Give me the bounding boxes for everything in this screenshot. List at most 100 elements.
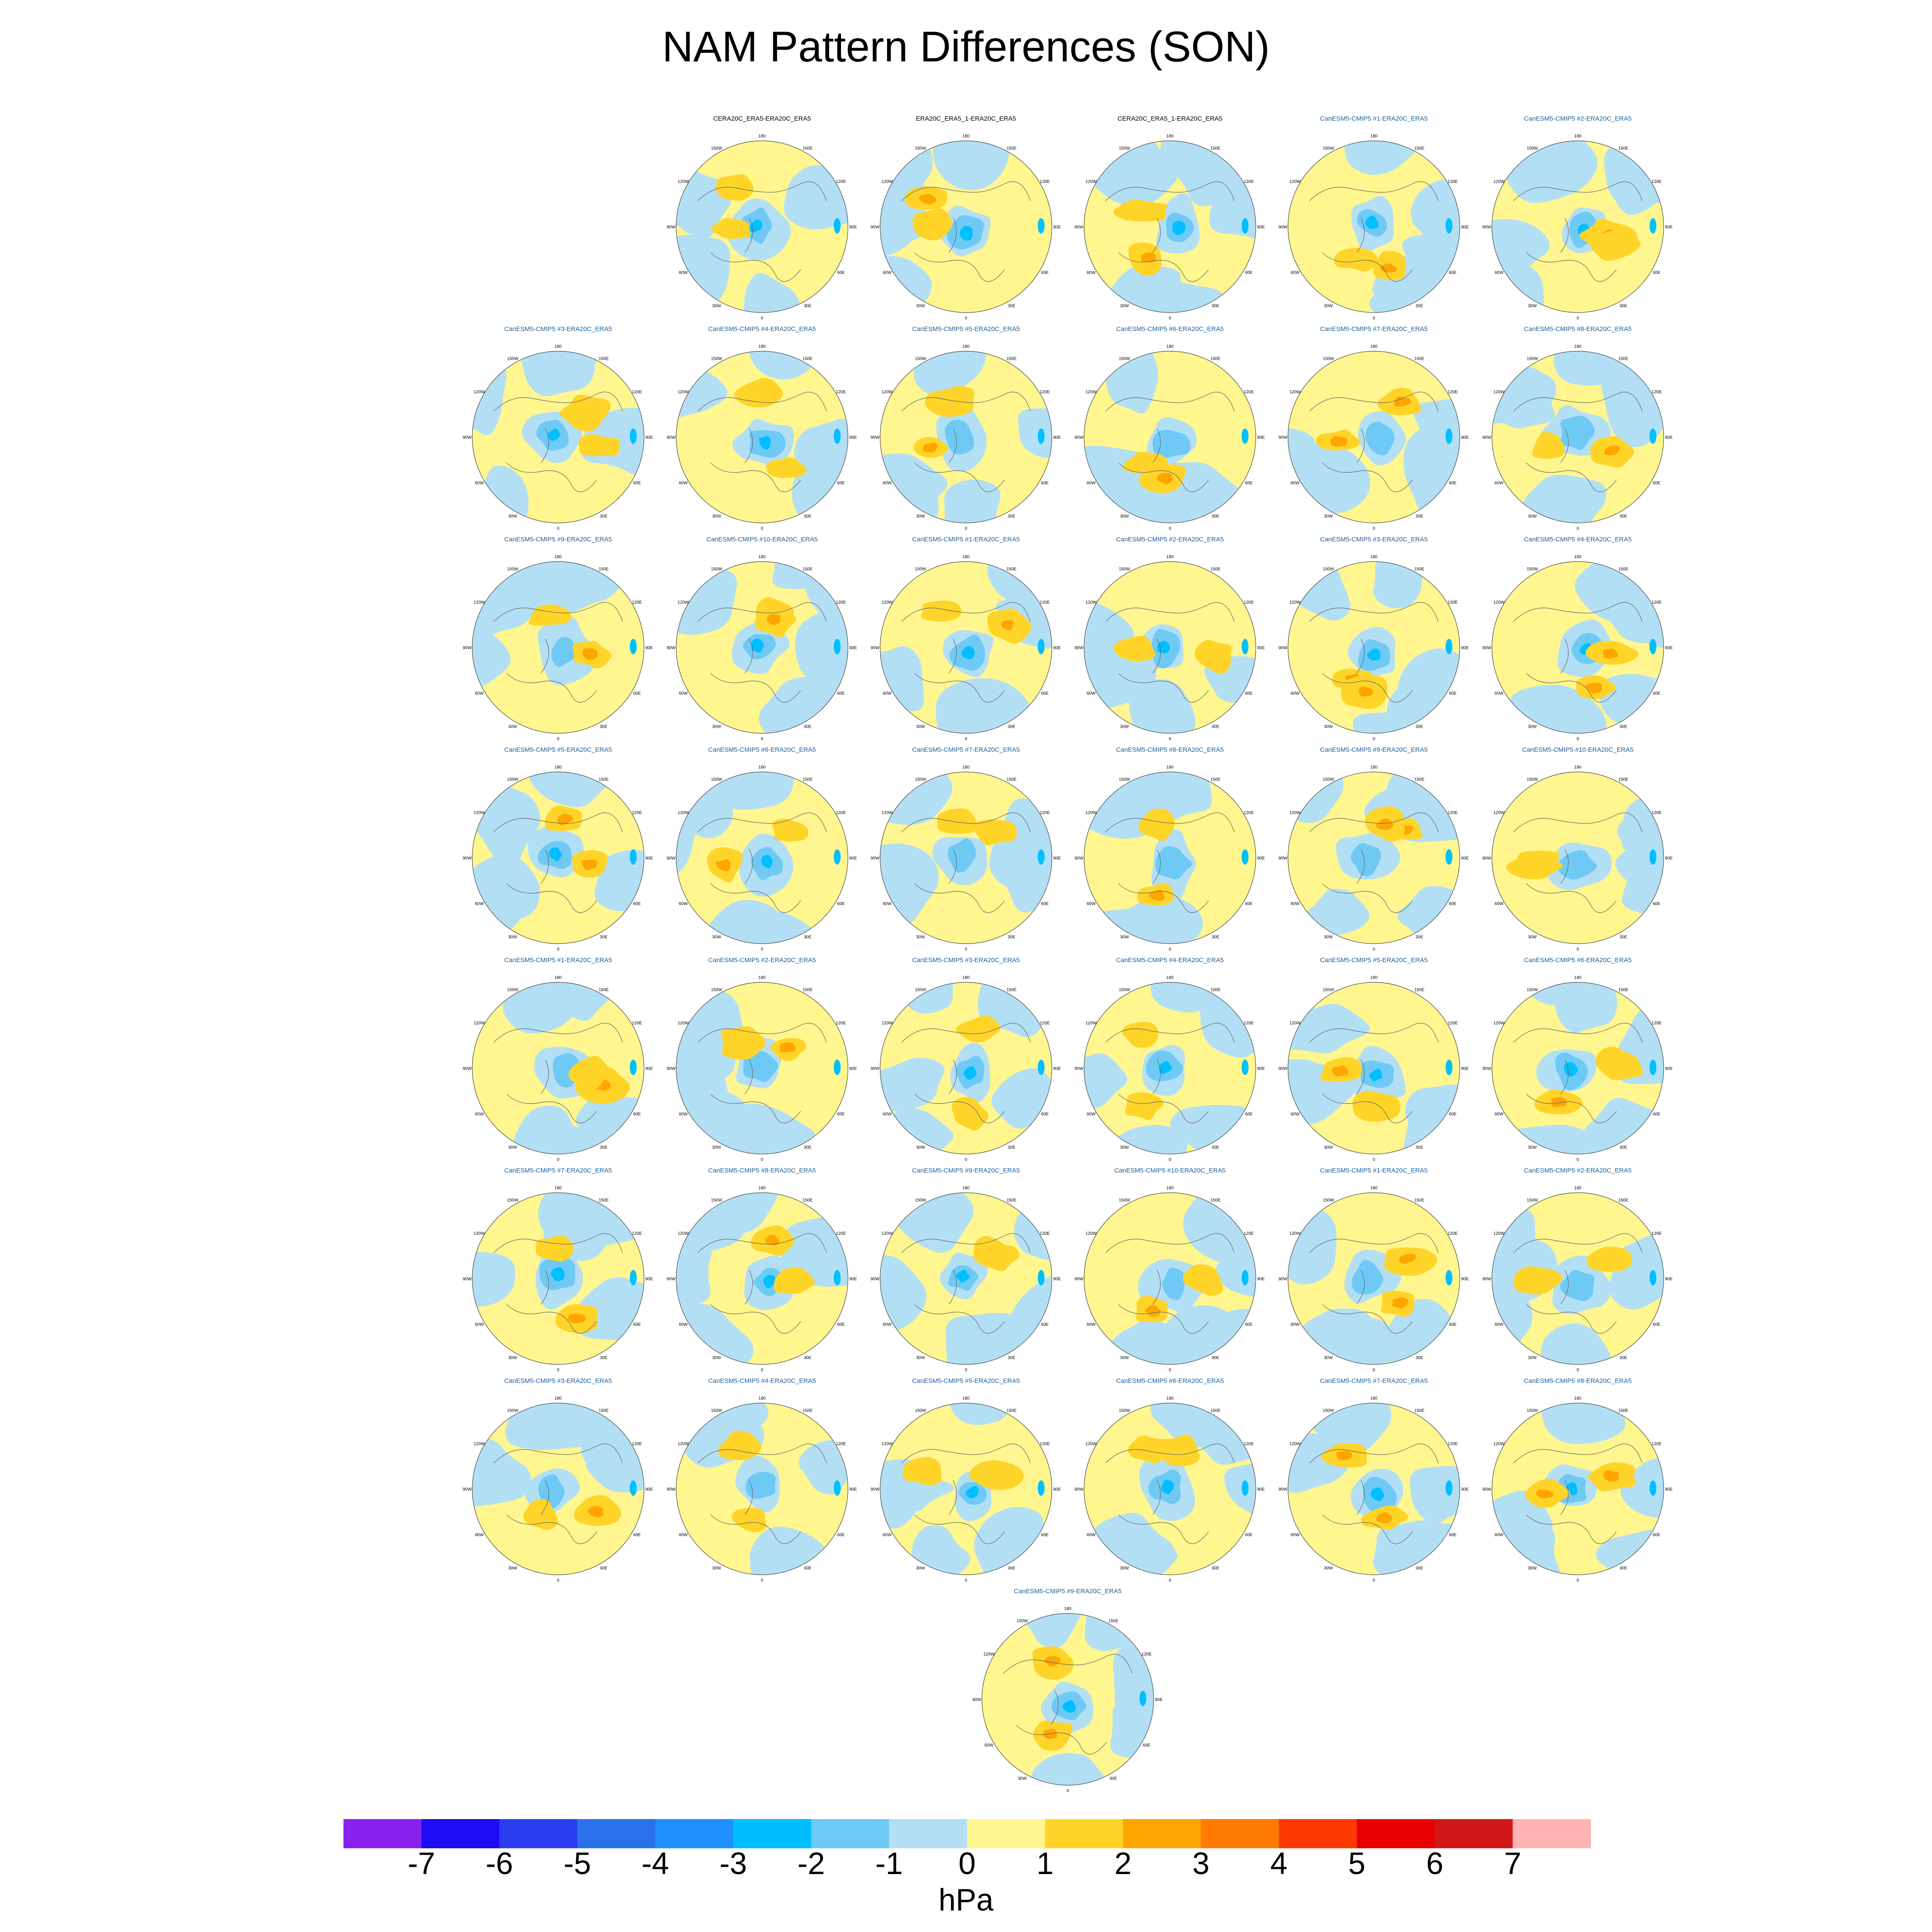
- longitude-label: 120W: [881, 390, 893, 395]
- longitude-label: 150W: [711, 777, 723, 782]
- anomaly-region: [711, 218, 750, 239]
- map-boundary: [1084, 982, 1256, 1154]
- coastline: [1003, 1654, 1133, 1755]
- longitude-label: 60W: [475, 691, 484, 696]
- longitude-label: 180: [555, 1186, 562, 1191]
- longitude-label: 0: [1169, 1157, 1171, 1162]
- longitude-label: 120E: [1244, 600, 1254, 605]
- longitude-label: 150W: [1119, 1198, 1130, 1203]
- longitude-label: 60E: [1449, 902, 1457, 906]
- longitude-label: 60W: [475, 481, 484, 486]
- panel-title: CanESM5-CMIP5 #6-ERA20C_ERA5: [1116, 325, 1224, 333]
- anomaly-region: [1152, 429, 1191, 458]
- longitude-label: 90W: [1482, 1066, 1492, 1071]
- polar-map: 180 150E 120E 90E 60E 30E 0 30W 60W 90W 120W 150W: [1279, 975, 1469, 1162]
- longitude-label: 150E: [802, 356, 813, 361]
- longitude-label: 180: [963, 975, 970, 980]
- longitude-label: 150E: [598, 987, 609, 992]
- map-boundary: [1492, 351, 1664, 523]
- polar-map: 180 150E 120E 90E 60E 30E 0 30W 60W 90W 120W 150W: [1279, 765, 1469, 952]
- polar-map: 180 150E 120E 90E 60E 30E 0 30W 60W 90W 120W 150W: [463, 765, 653, 952]
- coastline: [1105, 181, 1235, 282]
- longitude-label: 150E: [802, 567, 813, 571]
- panel-title: CanESM5-CMIP5 #2-ERA20C_ERA5: [708, 957, 816, 964]
- longitude-label: 150E: [1006, 777, 1017, 782]
- longitude-label: 180: [1166, 975, 1174, 980]
- longitude-label: 90E: [645, 435, 653, 440]
- longitude-label: 120E: [1448, 179, 1458, 184]
- longitude-label: 180: [963, 555, 970, 559]
- panel-title: CanESM5-CMIP5 #4-ERA20C_ERA5: [708, 1377, 816, 1385]
- longitude-label: 90E: [1053, 856, 1061, 861]
- anomaly-region: [557, 814, 574, 826]
- anomaly-region: [715, 174, 754, 201]
- longitude-label: 60W: [883, 902, 892, 906]
- map-panel: CERA20C_ERA5-ERA20C_ERA5 180 150E 120E 90E 60…: [659, 115, 865, 321]
- colorbar-segment: [1357, 1819, 1435, 1848]
- map-panel: CanESM5-CMIP5 #3-ERA20C_ERA5 180 150E 120E 9…: [455, 1377, 661, 1583]
- longitude-label: 30W: [508, 1566, 517, 1571]
- map-panel: CanESM5-CMIP5 #8-ERA20C_ERA5 180 150E 120E 9…: [1067, 746, 1273, 952]
- map-boundary: [676, 1192, 848, 1365]
- anomaly-region: [472, 630, 511, 695]
- longitude-label: 150W: [1323, 1198, 1334, 1203]
- longitude-label: 150W: [1119, 146, 1130, 151]
- longitude-label: 60W: [1291, 1112, 1300, 1117]
- coastline: [1513, 812, 1643, 913]
- longitude-label: 90W: [1279, 435, 1288, 440]
- map-boundary: [1084, 1403, 1256, 1575]
- anomaly-region: [969, 1460, 1024, 1490]
- panel-title: CanESM5-CMIP5 #8-ERA20C_ERA5: [1524, 1377, 1632, 1385]
- longitude-label: 90W: [1075, 856, 1084, 861]
- longitude-label: 150E: [1414, 987, 1425, 992]
- map-panel: CanESM5-CMIP5 #9-ERA20C_ERA5 180 150E 120E 9…: [965, 1588, 1171, 1794]
- longitude-label: 30E: [1619, 725, 1627, 729]
- longitude-label: 120W: [1493, 390, 1505, 395]
- map-boundary: [1492, 561, 1664, 734]
- anomaly-region: [472, 1252, 515, 1307]
- coastline: [697, 392, 827, 492]
- anomaly-region: [1084, 1613, 1137, 1651]
- polar-map: 180 150E 120E 90E 60E 30E 0 30W 60W 90W 120W 150W: [667, 134, 857, 321]
- polar-map: 180 150E 120E 90E 60E 30E 0 30W 60W 90W 120W 150W: [667, 555, 857, 741]
- longitude-label: 150W: [1323, 777, 1334, 782]
- longitude-label: 60W: [1495, 481, 1504, 486]
- longitude-label: 30E: [804, 935, 811, 940]
- anomaly-region: [560, 395, 611, 431]
- anomaly-region: [1358, 686, 1373, 697]
- longitude-label: 30W: [916, 514, 925, 519]
- longitude-label: 150W: [915, 567, 927, 571]
- longitude-label: 60W: [1291, 270, 1300, 275]
- longitude-label: 90E: [645, 646, 653, 650]
- longitude-label: 60E: [1041, 1322, 1049, 1327]
- longitude-label: 90E: [1461, 856, 1469, 861]
- longitude-label: 90E: [1665, 646, 1673, 650]
- anomaly-region: [989, 798, 1052, 890]
- longitude-label: 0: [1169, 1578, 1171, 1583]
- anomaly-region: [1014, 1193, 1052, 1261]
- anomaly-region: [1305, 888, 1370, 937]
- anomaly-region: [1446, 1060, 1452, 1075]
- anomaly-region: [834, 218, 841, 234]
- longitude-label: 150E: [1618, 987, 1628, 992]
- longitude-label: 150W: [711, 1198, 723, 1203]
- panel-title: CanESM5-CMIP5 #2-ERA20C_ERA5: [1524, 115, 1632, 122]
- longitude-label: 0: [761, 1368, 763, 1373]
- coastline: [901, 181, 1031, 282]
- panel-title: CanESM5-CMIP5 #8-ERA20C_ERA5: [1116, 746, 1224, 753]
- map-boundary: [1288, 1403, 1460, 1575]
- longitude-label: 120E: [1448, 811, 1458, 815]
- anomaly-region: [1242, 1270, 1249, 1285]
- longitude-label: 60E: [1449, 270, 1457, 275]
- map-boundary: [880, 351, 1052, 523]
- anomaly-region: [880, 1057, 945, 1111]
- longitude-label: 150W: [507, 356, 519, 361]
- anomaly-region: [1412, 397, 1460, 453]
- panel-title: CanESM5-CMIP5 #4-ERA20C_ERA5: [1116, 957, 1224, 964]
- anomaly-region: [1084, 1053, 1127, 1109]
- polar-map: 180 150E 120E 90E 60E 30E 0 30W 60W 90W 120W 150W: [1075, 555, 1265, 741]
- map-panel: CanESM5-CMIP5 #4-ERA20C_ERA5 180 150E 120E 9…: [659, 1377, 865, 1583]
- longitude-label: 120W: [474, 811, 485, 815]
- anomaly-region: [764, 1235, 780, 1245]
- coastline: [493, 1023, 623, 1124]
